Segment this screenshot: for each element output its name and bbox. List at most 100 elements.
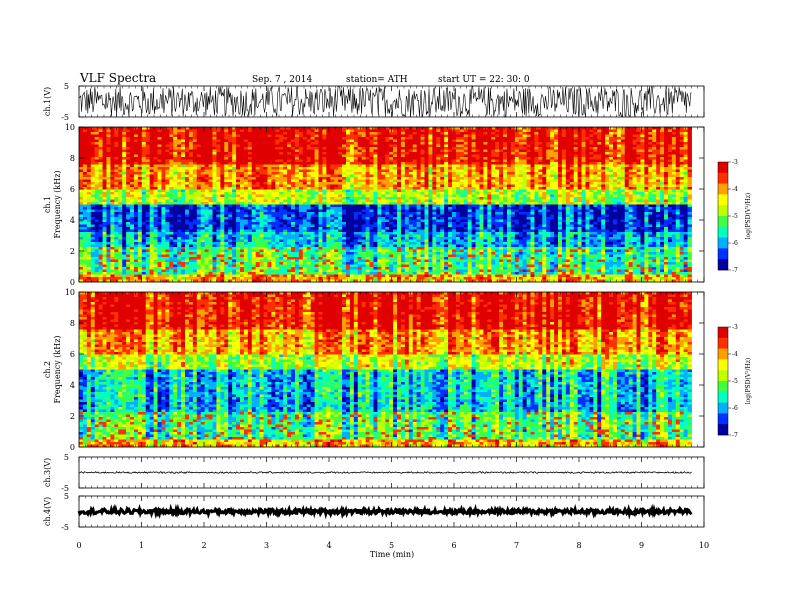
- spectrogram-cell: [530, 189, 535, 193]
- station-label: station= ATH: [346, 75, 408, 85]
- spectrogram-cell: [369, 189, 374, 193]
- spectrogram-cell: [200, 187, 206, 190]
- spectrogram-cell: [349, 174, 355, 178]
- spectrogram-cell: [593, 199, 598, 203]
- spectrogram-cell: [420, 159, 425, 163]
- spectrogram-cell: [432, 167, 437, 170]
- spectrogram-cell: [247, 197, 253, 200]
- spectrogram-cell: [581, 197, 586, 200]
- spectrogram-cell: [530, 182, 535, 185]
- spectrogram-cell: [577, 179, 582, 183]
- spectrogram-cell: [561, 189, 567, 193]
- spectrogram-cell: [632, 187, 637, 190]
- spectrogram-cell: [554, 154, 559, 158]
- spectrogram-cell: [656, 169, 661, 173]
- spectrogram-cell: [542, 127, 547, 130]
- spectrogram-cell: [326, 164, 331, 168]
- spectrogram-cell: [318, 152, 323, 155]
- spectrogram-cell: [188, 179, 194, 183]
- spectrogram-cell: [518, 189, 524, 193]
- spectrogram-cell: [153, 147, 158, 150]
- spectrogram-cell: [550, 167, 555, 170]
- spectrogram-cell: [326, 152, 331, 155]
- spectrogram-cell: [228, 157, 233, 160]
- spectrogram-cell: [518, 194, 524, 198]
- spectrogram-cell: [561, 194, 567, 198]
- spectrogram-cell: [479, 127, 484, 130]
- spectrogram-cell: [224, 157, 229, 160]
- spectrogram-cell: [534, 192, 539, 195]
- spectrogram-cell: [561, 164, 567, 168]
- spectrogram-cell: [342, 179, 347, 183]
- spectrogram-cell: [546, 162, 551, 165]
- spectrogram-cell: [110, 157, 115, 160]
- spectrogram-cell: [506, 169, 512, 173]
- spectrogram-cell: [275, 132, 280, 135]
- spectrogram-cell: [322, 144, 327, 148]
- spectrogram-cell: [302, 142, 308, 145]
- spectrogram-cell: [561, 129, 567, 133]
- spectrogram-cell: [687, 137, 692, 140]
- spectrogram-cell: [671, 134, 677, 138]
- spectrogram-cell: [318, 179, 323, 183]
- spectrogram-cell: [239, 174, 245, 178]
- spectrogram-cell: [620, 169, 626, 173]
- figure-title: VLF Spectra: [79, 71, 156, 85]
- spectrogram-cell: [275, 157, 280, 160]
- spectrogram-cell: [687, 144, 692, 148]
- spectrogram-cell: [267, 167, 272, 170]
- spectrogram-cell: [220, 182, 225, 185]
- spectrogram-cell: [118, 189, 123, 193]
- spectrogram-cell: [247, 192, 253, 195]
- spectrogram-cell: [558, 192, 563, 195]
- spectrogram-cell: [652, 159, 657, 163]
- spectrogram-cell: [212, 162, 217, 165]
- spectrogram-cell: [664, 164, 669, 168]
- spectrogram-cell: [381, 134, 386, 138]
- spectrogram-cell: [636, 199, 641, 203]
- spectrogram-cell: [263, 187, 268, 190]
- spectrogram-cell: [400, 162, 406, 165]
- spectrogram-cell: [298, 132, 304, 135]
- spectrogram-cell: [558, 137, 563, 140]
- spectrogram-cell: [369, 162, 374, 165]
- spectrogram-cell: [118, 149, 123, 153]
- spectrogram-cell: [499, 164, 504, 168]
- spectrogram-cell: [126, 189, 131, 193]
- spectrogram-cell: [177, 134, 182, 138]
- spectrogram-cell: [612, 132, 618, 135]
- spectrogram-cell: [652, 189, 657, 193]
- spectrogram-cell: [455, 164, 461, 168]
- spectrogram-cell: [424, 147, 429, 150]
- spectrogram-cell: [687, 192, 692, 195]
- spectrogram-cell: [558, 199, 563, 203]
- spectrogram-cell: [106, 174, 111, 178]
- spectrogram-cell: [475, 162, 480, 165]
- spectrogram-cell: [200, 174, 206, 178]
- spectrogram-cell: [416, 159, 421, 163]
- spectrogram-cell: [385, 147, 390, 150]
- spectrogram-cell: [318, 167, 323, 170]
- spectrogram-cell: [208, 172, 213, 175]
- spectrogram-cell: [550, 187, 555, 190]
- spectrogram-cell: [499, 157, 504, 160]
- spectrogram-cell: [318, 154, 323, 158]
- spectrogram-cell: [503, 199, 508, 203]
- spectrogram-cell: [342, 177, 347, 180]
- spectrogram-cell: [361, 202, 367, 205]
- spectrogram-cell: [400, 152, 406, 155]
- spectrogram-cell: [326, 169, 331, 173]
- spectrogram-cell: [181, 164, 186, 168]
- spectrogram-cell: [322, 169, 327, 173]
- spectrogram-cell: [479, 189, 484, 193]
- spectrogram-cell: [612, 162, 618, 165]
- spectrogram-cell: [597, 139, 602, 143]
- spectrogram-cell: [365, 132, 370, 135]
- spectrogram-cell: [459, 149, 465, 153]
- spectrogram-cell: [616, 187, 622, 190]
- spectrogram-cell: [279, 199, 284, 203]
- spectrogram-cell: [106, 147, 111, 150]
- spectrogram-cell: [169, 179, 174, 183]
- spectrogram-cell: [298, 192, 304, 195]
- spectrogram-cell: [349, 182, 355, 185]
